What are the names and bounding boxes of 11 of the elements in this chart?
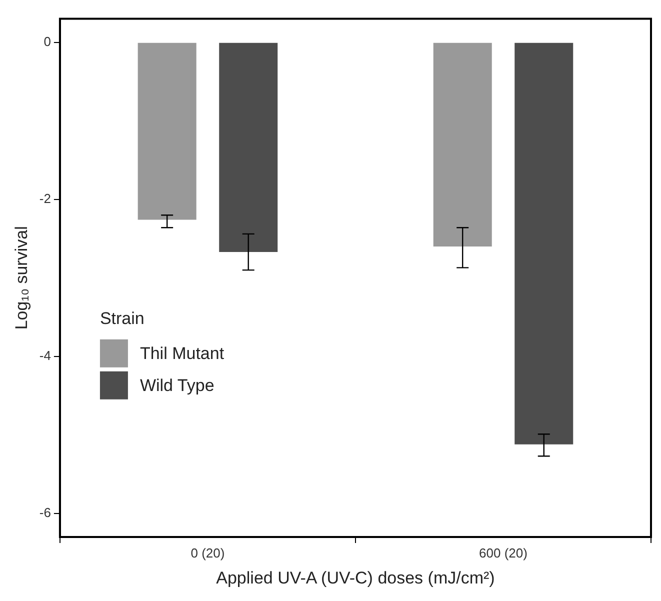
x-tick-label: 0 (20) (190, 545, 225, 560)
y-tick-label: -2 (39, 190, 51, 206)
y-axis-title: Log₁₀ survival (12, 226, 31, 330)
x-axis-title: Applied UV-A (UV-C) doses (mJ/cm²) (216, 568, 495, 588)
y-tick-label: -6 (39, 505, 51, 520)
legend-label: Thil Mutant (140, 344, 224, 364)
legend-label: Wild Type (140, 376, 214, 396)
legend-title: Strain (100, 309, 144, 328)
y-tick-label: -4 (39, 348, 51, 363)
x-tick-label: 600 (20) (479, 545, 528, 560)
y-tick-label: 0 (44, 34, 51, 49)
